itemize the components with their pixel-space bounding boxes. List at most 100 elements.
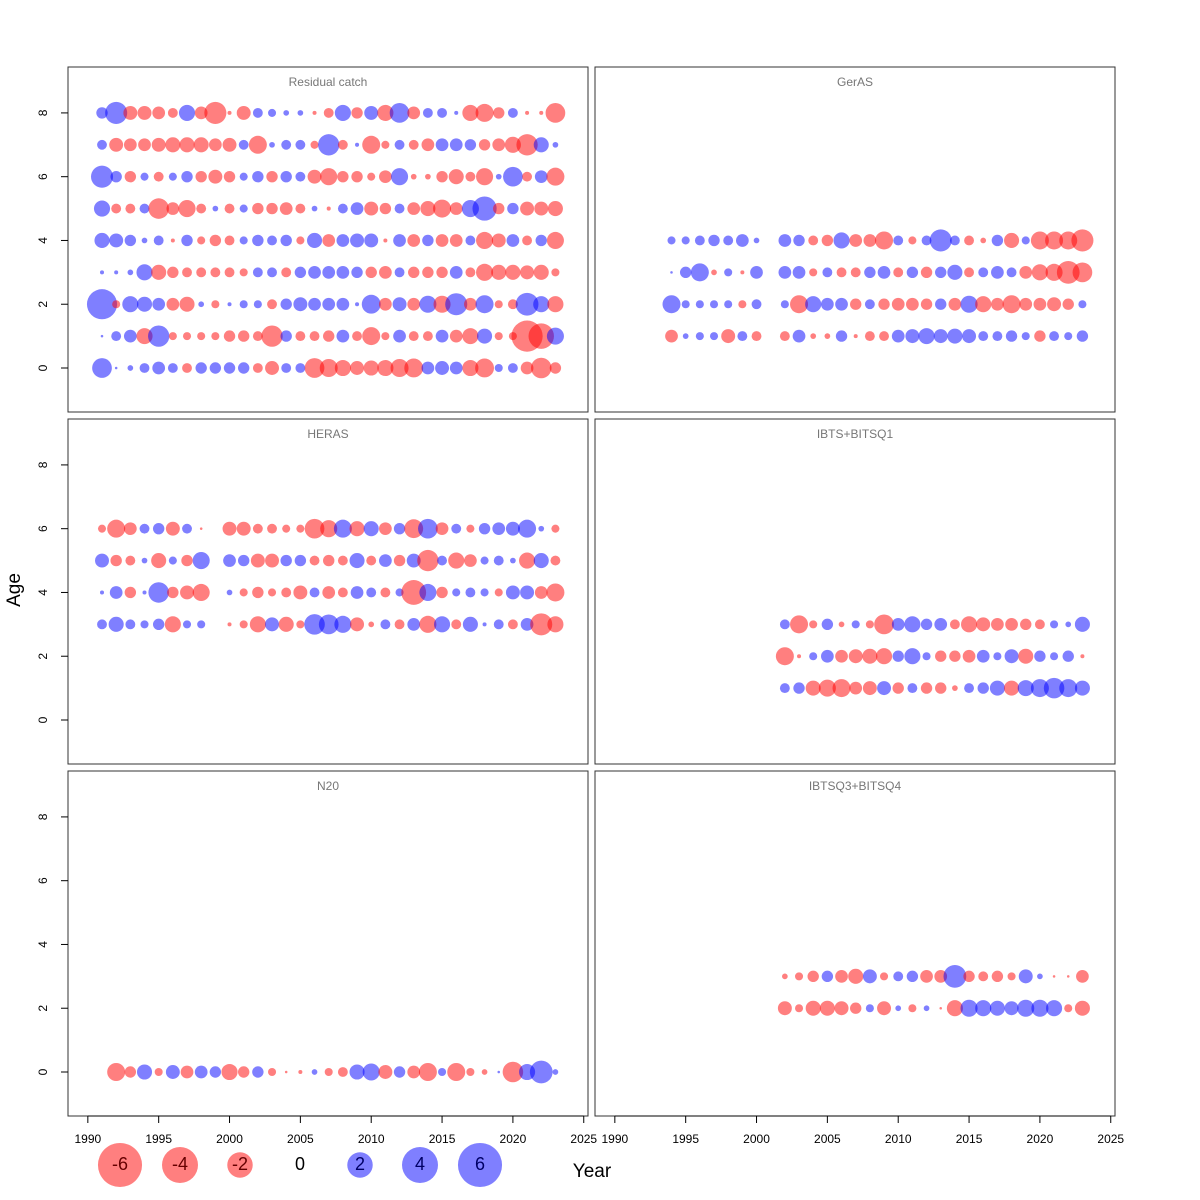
bubble bbox=[209, 362, 222, 374]
bubble bbox=[1018, 648, 1034, 664]
bubble bbox=[195, 362, 207, 374]
bubble bbox=[991, 970, 1004, 983]
bubble bbox=[179, 296, 195, 312]
bubble bbox=[877, 1001, 892, 1016]
bubble bbox=[493, 555, 504, 566]
bubble bbox=[239, 236, 248, 245]
bubble bbox=[507, 619, 518, 630]
bubble bbox=[462, 104, 479, 121]
bubble bbox=[533, 296, 550, 313]
bubble bbox=[350, 233, 365, 248]
bubble bbox=[893, 267, 904, 278]
bubble bbox=[1004, 1001, 1019, 1016]
bubble bbox=[454, 110, 459, 115]
bubble bbox=[905, 329, 920, 344]
bubble bbox=[324, 1067, 333, 1077]
bubble bbox=[401, 580, 427, 605]
bubble bbox=[137, 105, 152, 120]
bubble bbox=[238, 330, 250, 342]
bubble bbox=[547, 616, 564, 633]
bubble bbox=[964, 683, 974, 694]
bubble bbox=[921, 235, 932, 246]
legend-label: 6 bbox=[475, 1154, 485, 1174]
bubble bbox=[223, 330, 236, 342]
bubble bbox=[775, 647, 794, 666]
bubble bbox=[862, 681, 877, 696]
bubble bbox=[294, 266, 307, 279]
bubble bbox=[877, 265, 891, 279]
bubble bbox=[252, 202, 264, 215]
bubble bbox=[355, 302, 360, 307]
bubble bbox=[168, 332, 177, 341]
bubble bbox=[494, 588, 503, 597]
bubble bbox=[107, 519, 126, 538]
bubble bbox=[196, 203, 207, 214]
bubble bbox=[520, 617, 534, 631]
x-tick-label: 2025 bbox=[570, 1132, 597, 1146]
bubble bbox=[992, 331, 1003, 342]
bubble bbox=[407, 202, 421, 215]
bubble bbox=[949, 235, 960, 246]
bubble bbox=[964, 235, 974, 246]
bubble bbox=[451, 523, 462, 534]
bubble bbox=[793, 682, 805, 694]
bubble bbox=[662, 295, 681, 314]
bubble bbox=[309, 331, 320, 342]
bubble bbox=[452, 588, 461, 597]
bubble bbox=[539, 110, 544, 115]
bubble bbox=[507, 299, 518, 310]
bubble bbox=[493, 619, 504, 630]
y-tick-label: 0 bbox=[36, 716, 50, 723]
bubble bbox=[1074, 616, 1090, 632]
bubble bbox=[515, 292, 539, 316]
bubble bbox=[148, 582, 169, 603]
bubble bbox=[419, 295, 437, 313]
bubble bbox=[835, 297, 848, 311]
bubble bbox=[1019, 297, 1033, 311]
bubble bbox=[351, 107, 363, 119]
bubble bbox=[477, 328, 493, 344]
bubble bbox=[533, 264, 549, 280]
bubble bbox=[109, 233, 124, 248]
bubble bbox=[449, 234, 463, 247]
bubble bbox=[125, 203, 136, 214]
x-tick-label: 2010 bbox=[885, 1132, 912, 1146]
bubble bbox=[394, 203, 405, 214]
bubble bbox=[850, 1002, 862, 1014]
bubble bbox=[148, 325, 170, 347]
x-tick-label: 2015 bbox=[429, 1132, 456, 1146]
x-tick-label: 1990 bbox=[74, 1132, 101, 1146]
bubble bbox=[123, 138, 137, 152]
bubble bbox=[1017, 680, 1034, 697]
bubble bbox=[365, 266, 377, 279]
bubble bbox=[947, 328, 963, 344]
bubble bbox=[549, 362, 562, 374]
panel-title: GerAS bbox=[837, 75, 873, 89]
bubble bbox=[795, 1004, 804, 1013]
bubble bbox=[393, 554, 406, 567]
bubble bbox=[238, 1066, 250, 1078]
bubble bbox=[368, 621, 375, 628]
bubble bbox=[481, 1069, 488, 1075]
bubble bbox=[111, 331, 122, 342]
x-axis-label: Year bbox=[573, 1161, 612, 1182]
bubble bbox=[278, 616, 294, 632]
bubble bbox=[465, 267, 476, 278]
y-tick-label: 2 bbox=[36, 301, 50, 308]
bubble bbox=[737, 331, 748, 342]
bubble bbox=[795, 972, 804, 981]
bubble bbox=[751, 299, 762, 310]
bubble bbox=[407, 617, 421, 631]
y-tick-label: 2 bbox=[36, 1005, 50, 1012]
bubble bbox=[97, 619, 107, 630]
bubble bbox=[282, 524, 291, 533]
bubble bbox=[709, 332, 719, 341]
bubble bbox=[805, 680, 821, 696]
bubble bbox=[295, 331, 306, 342]
bubble bbox=[99, 270, 105, 275]
bubble bbox=[1064, 1004, 1073, 1013]
bubble bbox=[394, 139, 405, 150]
bubble bbox=[362, 1063, 380, 1081]
bubble bbox=[805, 1000, 821, 1016]
bubble bbox=[178, 200, 196, 218]
